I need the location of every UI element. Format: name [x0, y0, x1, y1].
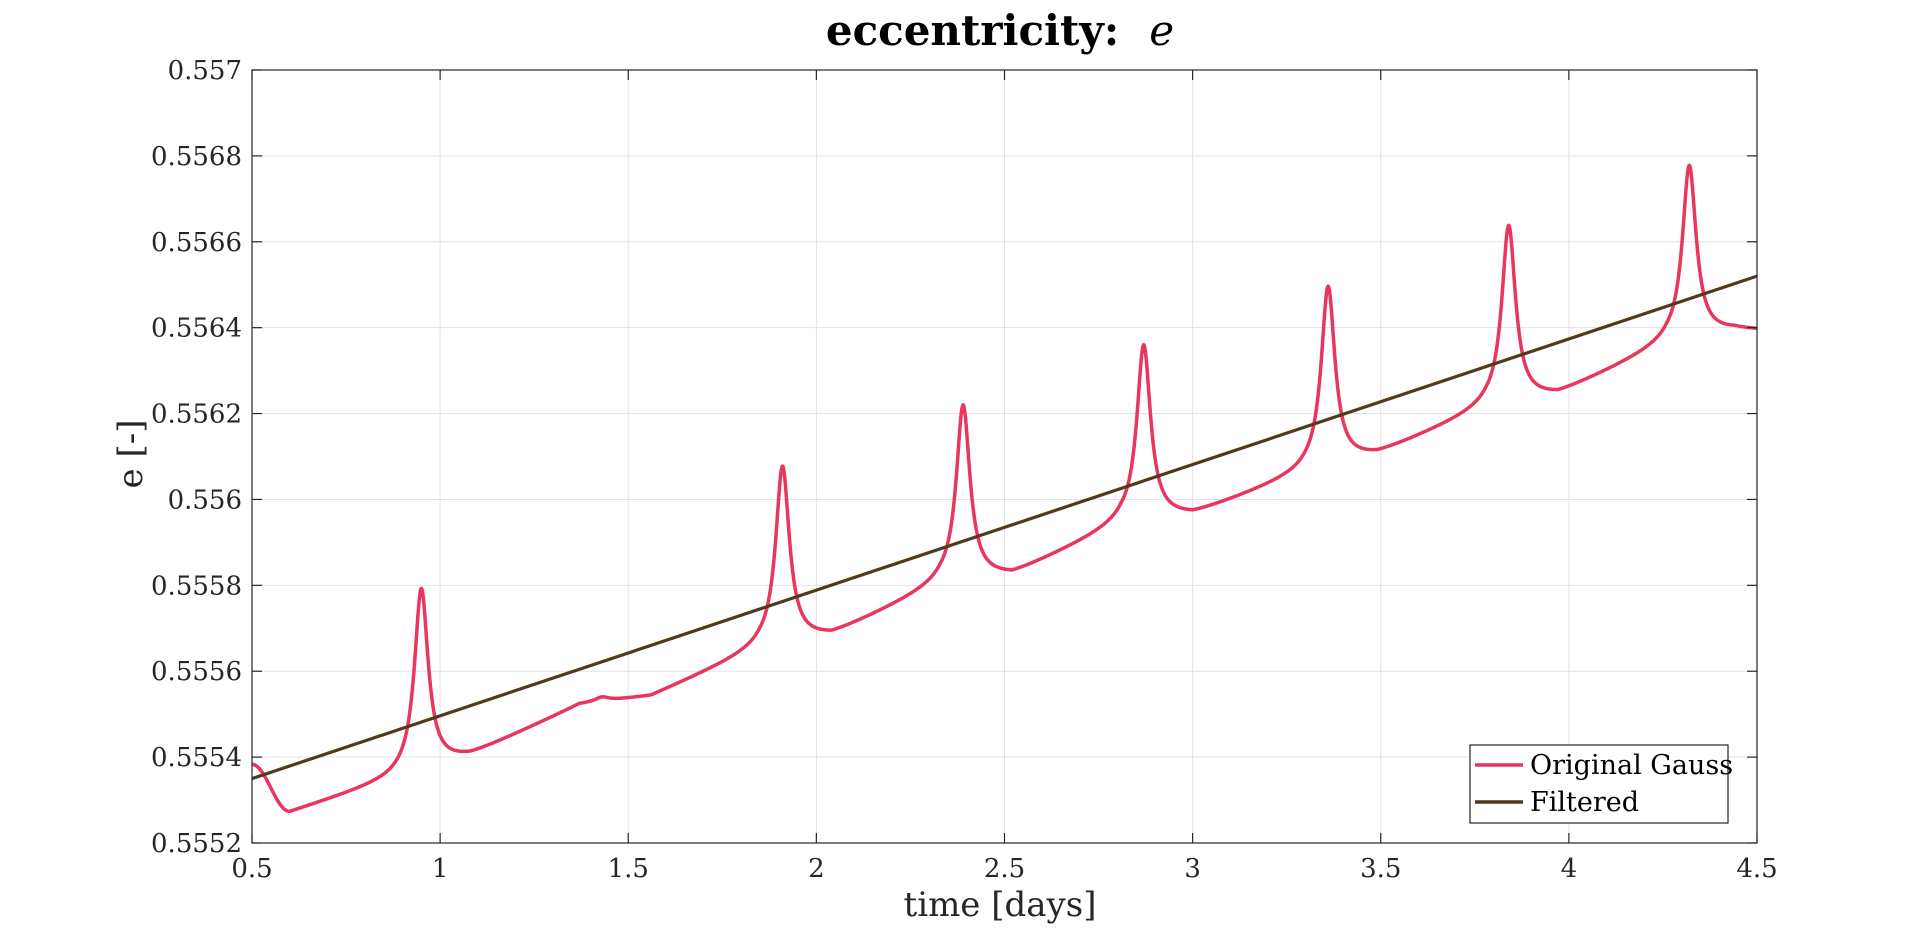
x-tick-labels: 0.5 1 1.5 2 2.5 3 3.5 4 4.5: [231, 854, 1777, 884]
ticks: [251, 69, 1758, 844]
x-tick-label: 0.5: [231, 854, 272, 884]
legend-box: [1469, 744, 1729, 824]
x-tick-label: 1.5: [608, 854, 649, 884]
y-tick-label: 0.5552: [151, 829, 242, 859]
legend-label-original-gauss: Original Gauss: [1530, 750, 1733, 781]
y-tick-label: 0.5568: [151, 142, 242, 172]
y-tick-label: 0.5558: [151, 571, 242, 601]
y-tick-label: 0.5564: [151, 314, 242, 344]
y-tick-label: 0.5554: [151, 743, 242, 773]
chart-title: eccentricity: e: [826, 6, 1174, 55]
series-filtered-line: [251, 274, 1758, 781]
x-tick-label: 3.5: [1360, 854, 1401, 884]
x-tick-label: 4.5: [1736, 854, 1777, 884]
x-axis-label: time [days]: [904, 885, 1097, 925]
x-tick-label: 2: [808, 854, 825, 884]
y-tick-label: 0.5562: [151, 400, 242, 430]
legend: Original Gauss Filtered: [1469, 744, 1733, 824]
y-tick-label: 0.5556: [151, 657, 242, 687]
series-original-gauss-line: [250, 163, 1759, 814]
y-tick-label: 0.5566: [151, 228, 242, 258]
grid: [251, 69, 1758, 844]
x-tick-label: 3: [1184, 854, 1201, 884]
x-tick-label: 1: [432, 854, 449, 884]
legend-label-filtered: Filtered: [1530, 787, 1639, 818]
y-tick-label: 0.557: [168, 56, 242, 86]
x-tick-label: 2.5: [984, 854, 1025, 884]
x-tick-label: 4: [1561, 854, 1578, 884]
y-tick-label: 0.556: [168, 485, 242, 515]
y-tick-labels: 0.5552 0.5554 0.5556 0.5558 0.556 0.5562 0.556…: [151, 56, 242, 859]
y-axis-label: e [-]: [111, 420, 151, 489]
plot-area: [250, 163, 1759, 814]
